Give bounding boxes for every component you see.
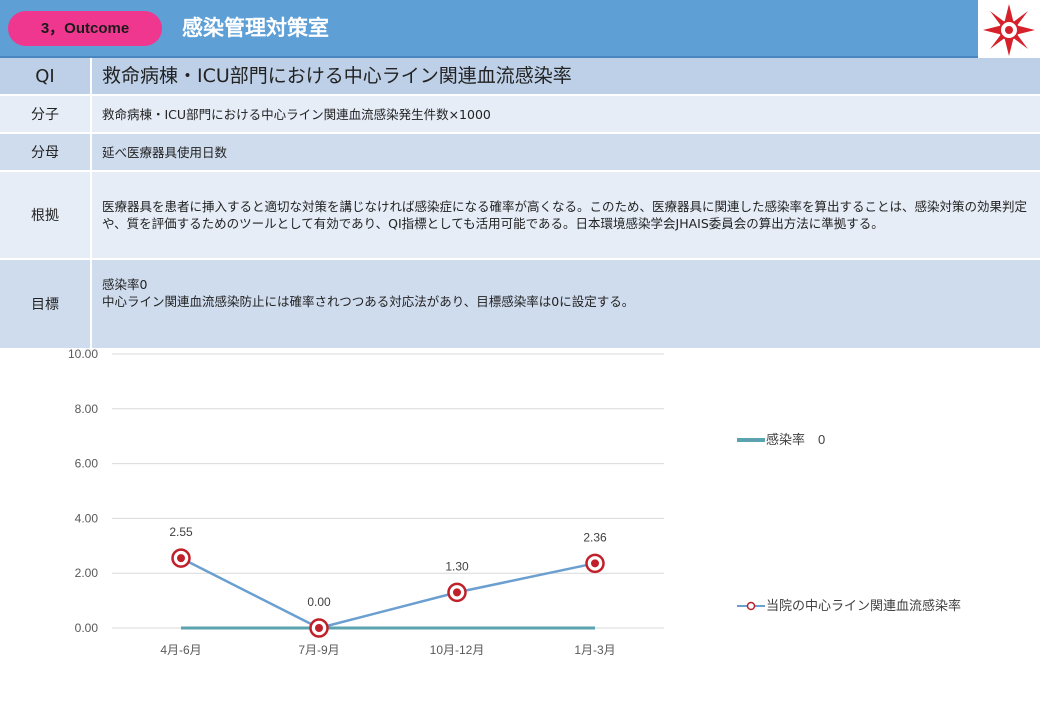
qi-title: 救命病棟・ICU部門における中心ライン関連血流感染率 [91, 58, 1040, 96]
x-tick-label: 7月-9月 [298, 643, 339, 657]
denominator-label: 分母 [0, 133, 92, 172]
denominator-value: 延べ医療器具使用日数 [91, 133, 1040, 172]
hospital-emblem-icon [982, 3, 1036, 57]
y-tick-label: 10.00 [68, 347, 98, 361]
rationale-label: 根拠 [0, 171, 92, 260]
data-point-marker-core [177, 554, 185, 563]
series-line-hospital-rate [180, 557, 596, 630]
legend-label-target-rate: 感染率 0 [766, 432, 825, 447]
department-title: 感染管理対策室 [182, 16, 329, 40]
y-tick-label: 4.00 [75, 511, 99, 525]
x-tick-label: 1月-3月 [574, 643, 615, 657]
data-label: 1.30 [445, 559, 469, 573]
data-label: 0.00 [307, 595, 331, 609]
y-tick-label: 0.00 [75, 621, 99, 635]
y-tick-label: 6.00 [75, 457, 99, 471]
rationale-value: 医療器具を患者に挿入すると適切な対策を講じなければ感染症になる確率が高くなる。こ… [91, 171, 1040, 260]
legend-marker-hospital-rate [746, 601, 756, 611]
x-tick-label: 10月-12月 [430, 643, 485, 657]
data-point-marker-core [453, 588, 461, 597]
section-badge: 3，Outcome [8, 11, 162, 46]
legend-label-hospital-rate: 当院の中心ライン関連血流感染率 [766, 598, 961, 613]
qi-label: QI [0, 58, 92, 96]
data-point-marker-core [315, 624, 323, 632]
infection-rate-chart: 0.00 2.00 4.00 6.00 8.00 10.00 4月-6月 7月-9月 10月-1… [40, 340, 1040, 720]
data-label: 2.55 [169, 525, 193, 539]
numerator-label: 分子 [0, 95, 92, 134]
chart-canvas: 0.00 2.00 4.00 6.00 8.00 10.00 4月-6月 7月-9月 10月-1… [68, 347, 961, 657]
target-value: 感染率0 中心ライン関連血流感染防止には確率されつつある対応法があり、目標感染率… [91, 259, 1040, 350]
y-tick-label: 2.00 [75, 566, 99, 580]
data-point-marker-core [591, 559, 599, 568]
header-bar: 3，Outcome 感染管理対策室 [0, 0, 978, 58]
numerator-value: 救命病棟・ICU部門における中心ライン関連血流感染発生件数×1000 [91, 95, 1040, 134]
target-label: 目標 [0, 259, 92, 350]
qi-definition-table: QI 救命病棟・ICU部門における中心ライン関連血流感染率 分子 救命病棟・IC… [0, 58, 1040, 350]
y-tick-label: 8.00 [75, 402, 99, 416]
target-value-line1: 感染率0 [102, 277, 148, 292]
target-value-line2: 中心ライン関連血流感染防止には確率されつつある対応法があり、目標感染率は0に設定… [102, 294, 635, 309]
x-tick-label: 4月-6月 [160, 643, 201, 657]
data-label: 2.36 [583, 530, 607, 544]
